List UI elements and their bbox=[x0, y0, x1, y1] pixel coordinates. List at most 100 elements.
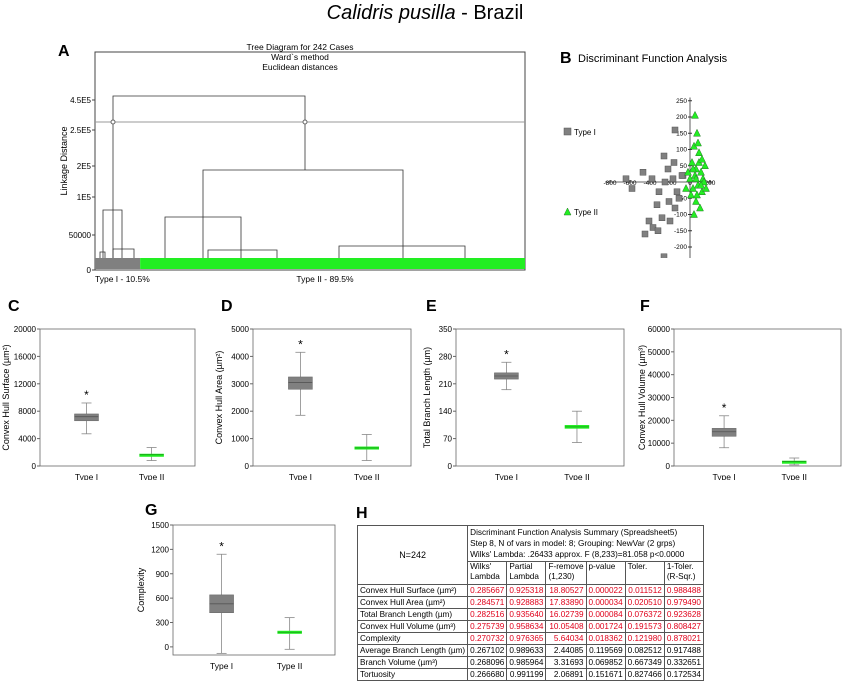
column-header: Wilks' Lambda bbox=[467, 561, 508, 585]
significance-star: * bbox=[84, 388, 89, 402]
type-i-point bbox=[648, 175, 656, 182]
type-i-point bbox=[671, 126, 679, 134]
y-tick-label: 1500 bbox=[151, 521, 169, 530]
column-header-line: 1-Toler. bbox=[666, 562, 694, 571]
column-header: 1-Toler. (R-Sqr.) bbox=[663, 561, 704, 585]
dendrogram-link bbox=[202, 169, 404, 258]
table-cell: 0.976365 bbox=[506, 632, 547, 645]
y-tick-label: -150 bbox=[674, 228, 687, 235]
table-cell: 0.808427 bbox=[663, 620, 704, 633]
table-cell: 0.332651 bbox=[663, 656, 704, 669]
y-tick-label: 3000 bbox=[231, 380, 249, 389]
title-species: Calidris pusilla bbox=[326, 2, 456, 24]
type-i-point bbox=[654, 227, 662, 234]
type-i-point bbox=[628, 185, 636, 192]
type-i-point bbox=[675, 195, 683, 202]
dendrogram-link bbox=[99, 251, 106, 258]
table-cell: 0.267102 bbox=[467, 644, 508, 657]
type-ii-point bbox=[698, 154, 706, 163]
type-ii-point bbox=[697, 180, 705, 189]
type-i-point bbox=[666, 217, 674, 225]
x-category-label: Type I bbox=[289, 472, 312, 480]
type-ii-point bbox=[697, 167, 705, 176]
table-cell: 10.05408 bbox=[545, 620, 587, 633]
y-tick-label: 4000 bbox=[18, 435, 36, 444]
panel-label-a: A bbox=[58, 43, 70, 60]
table-cell: 0.151671 bbox=[585, 668, 626, 681]
type-i-point bbox=[622, 175, 630, 182]
legend-type-i-label: Type I bbox=[574, 128, 596, 137]
table-cell: 2.06891 bbox=[545, 668, 587, 681]
y-tick-label: 50000 bbox=[69, 231, 92, 240]
type-i-point bbox=[671, 204, 679, 212]
table-cell: 18.80527 bbox=[545, 584, 587, 597]
table-cell: 0.935640 bbox=[506, 608, 547, 621]
table-row: Convex Hull Surface (µm²) 0.285667 0.92531… bbox=[356, 584, 704, 597]
x-category-label: Type I bbox=[75, 472, 98, 480]
table-cell: 2.44085 bbox=[545, 644, 587, 657]
column-header: Toler. bbox=[624, 561, 665, 585]
y-tick-label: 280 bbox=[439, 352, 453, 361]
row-label: Tortuosity bbox=[356, 668, 469, 681]
y-tick-label: 140 bbox=[439, 407, 453, 416]
column-header-line: (1,230) bbox=[548, 572, 575, 581]
x-category-label: Type II bbox=[564, 472, 590, 480]
column-header-line: p-value bbox=[588, 562, 616, 571]
type-i-point bbox=[641, 230, 649, 238]
type-i-point bbox=[673, 188, 681, 195]
significance-star: * bbox=[298, 337, 303, 351]
row-label: Complexity bbox=[356, 632, 469, 645]
x-tick-label: -800 bbox=[603, 180, 616, 187]
panel-label-c: C bbox=[8, 298, 20, 315]
table-cell: 0.018362 bbox=[585, 632, 626, 645]
row-label: Convex Hull Area (µm²) bbox=[356, 596, 469, 609]
table-row: Total Branch Length (µm) 0.282516 0.935640… bbox=[356, 608, 704, 621]
type-i-point bbox=[660, 152, 668, 160]
table-cell: 0.284571 bbox=[467, 596, 508, 609]
cut-marker bbox=[302, 119, 308, 125]
y-tick-label: 1000 bbox=[231, 435, 249, 444]
column-header-line: F-remove bbox=[548, 562, 584, 571]
table-title: Discriminant Function Analysis Summary (… bbox=[467, 525, 704, 562]
dendrogram-link bbox=[164, 216, 242, 258]
table-cell: 0.000022 bbox=[585, 584, 626, 597]
table-cell: 0.266680 bbox=[467, 668, 508, 681]
y-tick-label: 0 bbox=[245, 462, 250, 471]
table-title-line: Wilks' Lambda: .26433 approx. F (8,233)=… bbox=[470, 550, 685, 559]
y-tick-label: 600 bbox=[156, 594, 170, 603]
type-ii-point bbox=[689, 164, 697, 173]
table-cell: 0.270732 bbox=[467, 632, 508, 645]
boxplot-convex-hull-area: 0 1000 2000 3000 4000 5000 Convex Hull Area (µ… bbox=[214, 325, 412, 480]
type-i-point bbox=[664, 165, 672, 173]
table-cell: 0.000034 bbox=[585, 596, 626, 609]
type-i-point bbox=[661, 178, 669, 186]
y-tick-label: 4000 bbox=[231, 352, 249, 361]
column-header-line: Toler. bbox=[627, 562, 648, 571]
table-cell: 0.020510 bbox=[624, 596, 665, 609]
column-header-line: Lambda bbox=[470, 572, 500, 581]
table-cell: 0.011512 bbox=[624, 584, 665, 597]
y-tick-label: 0 bbox=[32, 462, 37, 471]
x-tick-label: -400 bbox=[643, 180, 656, 187]
plot-frame bbox=[673, 328, 842, 467]
y-tick-label: -50 bbox=[678, 195, 688, 202]
type-ii-point bbox=[694, 138, 702, 147]
table-cell: 0.275739 bbox=[467, 620, 508, 633]
y-tick-label: 0 bbox=[448, 462, 453, 471]
type-i-point bbox=[670, 159, 678, 166]
chart-title-line: Tree Diagram for 242 Cases bbox=[247, 42, 354, 52]
boxplot-convex-hull-volume: 0 10000 20000 30000 40000 50000 60000 Convex Hu… bbox=[637, 325, 842, 480]
type-ii-point bbox=[692, 174, 700, 182]
type-i-point bbox=[665, 198, 673, 205]
significance-star: * bbox=[504, 347, 509, 361]
y-tick-label: 350 bbox=[439, 325, 453, 334]
table-header-row: Wilks' Lambda Partial Lambda F-remove (1,230)… bbox=[358, 561, 704, 585]
plot-frame bbox=[94, 51, 526, 271]
y-tick-label: 2E5 bbox=[77, 162, 92, 171]
figure-title: Calidris pusilla - Brazil bbox=[0, 2, 850, 25]
table-cell: 0.001724 bbox=[585, 620, 626, 633]
type-i-point bbox=[653, 201, 661, 208]
table-cell: 0.988488 bbox=[663, 584, 704, 597]
y-tick-label: 300 bbox=[156, 619, 170, 628]
plot-frame bbox=[172, 524, 336, 656]
